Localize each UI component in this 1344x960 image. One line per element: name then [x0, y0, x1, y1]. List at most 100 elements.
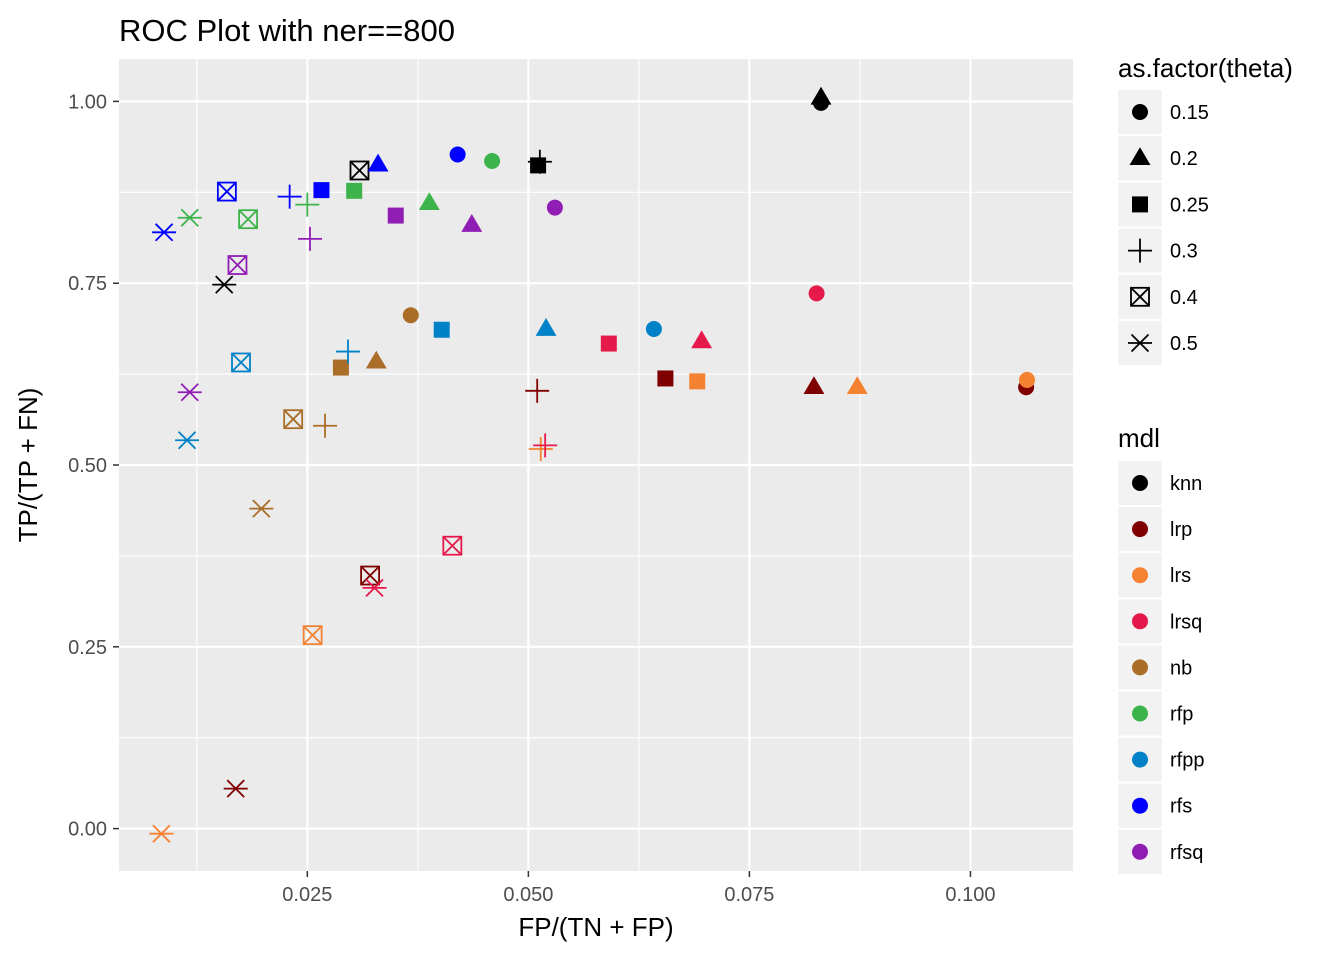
point-nb-0_25	[332, 359, 349, 376]
legend-theta-label: 0.15	[1170, 102, 1209, 124]
point-lrs-0_2	[846, 376, 868, 395]
legend-mdl-label: lrs	[1170, 565, 1191, 587]
point-rfsq-0_15	[546, 199, 563, 216]
x-tick-label: 0.025	[282, 884, 332, 906]
point-rfp-0_15	[484, 153, 501, 170]
legend-key-nb	[1132, 659, 1148, 676]
point-rfpp-0_3	[335, 339, 360, 364]
y-tick-label: 0.50	[68, 455, 107, 477]
point-nb-0_3	[313, 413, 338, 438]
point-rfsq-0_4	[227, 255, 248, 275]
point-rfsq-0_2	[461, 214, 483, 232]
point-rfsq-0_5	[177, 383, 202, 402]
legend-key-rfp	[1132, 705, 1148, 722]
legend-key-triangle	[1129, 147, 1151, 166]
point-lrs-0_15	[1019, 371, 1036, 388]
y-tick-label: 0.00	[68, 819, 107, 841]
data-points	[149, 86, 1036, 843]
y-tick-label: 1.00	[68, 91, 107, 113]
legend-theta-label: 0.2	[1170, 148, 1198, 170]
point-knn-0_2	[810, 86, 832, 105]
point-rfpp-0_5	[175, 431, 200, 450]
point-rfp-0_5	[177, 208, 202, 227]
point-lrs-0_3	[528, 437, 553, 462]
point-rfp-0_4	[238, 209, 258, 230]
legend-mdl-label: rfpp	[1170, 750, 1204, 772]
legend-key-boxcross	[1130, 286, 1150, 307]
legend-mdl-label: rfs	[1170, 796, 1192, 818]
x-axis: 0.025 0.050 0.075 0.100	[282, 871, 995, 906]
y-axis: 0.00 0.25 0.50 0.75 1.00	[68, 91, 119, 841]
point-knn-0_5	[212, 275, 237, 294]
x-tick-label: 0.075	[724, 884, 774, 906]
point-knn-0_3	[527, 149, 552, 174]
legend-key-lrs	[1132, 567, 1148, 584]
legend-mdl-label: nb	[1170, 657, 1192, 679]
point-lrp-0_3	[525, 378, 550, 403]
x-tick-label: 0.050	[503, 884, 553, 906]
point-rfpp-0_25	[433, 321, 450, 338]
point-lrsq-0_3	[533, 433, 558, 458]
point-lrsq-0_15	[808, 285, 825, 302]
legend-mdl-label: rfp	[1170, 704, 1193, 726]
legend-key-lrsq	[1132, 613, 1148, 630]
point-nb-0_4	[283, 409, 304, 430]
point-rfsq-0_3	[297, 226, 322, 251]
point-lrsq-0_4	[442, 535, 463, 556]
point-lrp-0_2	[803, 376, 825, 395]
point-rfs-0_4	[216, 181, 237, 202]
legend-key-plus	[1128, 238, 1152, 263]
point-rfpp-0_2	[535, 318, 557, 336]
point-nb-0_2	[365, 350, 387, 369]
legend-mdl-title: mdl	[1118, 423, 1160, 453]
point-nb-0_15	[402, 307, 419, 324]
x-tick-label: 0.100	[945, 884, 995, 906]
legend-mdl-label: rfsq	[1170, 842, 1203, 864]
legend-mdl-label: lrp	[1170, 519, 1192, 541]
legend-theta-label: 0.4	[1170, 287, 1198, 309]
point-lrs-0_5	[149, 824, 174, 843]
y-axis-title: TP/(TP + FN)	[13, 388, 43, 543]
point-nb-0_5	[249, 499, 274, 518]
legend-key-asterisk	[1128, 333, 1152, 353]
legend-key-lrp	[1132, 521, 1148, 538]
legend-theta-title: as.factor(theta)	[1118, 53, 1293, 83]
point-rfs-0_3	[277, 184, 302, 209]
legend-theta-label: 0.5	[1170, 333, 1198, 355]
point-rfs-0_2	[367, 153, 389, 172]
legend-mdl-label: knn	[1170, 473, 1202, 495]
point-rfp-0_3	[295, 192, 320, 217]
point-rfs-0_25	[313, 182, 330, 199]
legend-key-rfs	[1132, 797, 1148, 814]
legend-mdl-label: lrsq	[1170, 611, 1202, 633]
legend-key-square	[1132, 196, 1148, 213]
point-rfsq-0_25	[387, 207, 404, 224]
point-lrp-0_5	[223, 779, 248, 798]
chart-title: ROC Plot with ner==800	[119, 13, 455, 48]
point-lrp-0_25	[657, 370, 674, 387]
point-rfp-0_2	[418, 192, 440, 211]
legend-key-circle	[1132, 104, 1148, 120]
legend-theta: as.factor(theta) 0.15 0.2 0.25 0.3 0.4 0.5	[1118, 53, 1293, 365]
point-rfpp-0_15	[645, 321, 662, 338]
point-lrs-0_4	[302, 625, 323, 646]
legend-key-knn	[1132, 475, 1148, 491]
point-lrs-0_25	[689, 373, 706, 390]
legend-key-rfpp	[1132, 751, 1148, 768]
y-tick-label: 0.25	[68, 637, 107, 659]
point-rfpp-0_4	[231, 352, 251, 373]
point-rfs-0_15	[449, 146, 466, 163]
x-axis-title: FP/(TN + FP)	[518, 912, 673, 942]
point-lrsq-0_25	[600, 335, 617, 352]
point-knn-0_25	[530, 157, 547, 174]
y-tick-label: 0.75	[68, 273, 107, 295]
legend-mdl: mdl knn lrp lrs lrsq nb rfp rfpp rfs rfsq	[1118, 423, 1204, 874]
legend-theta-label: 0.25	[1170, 194, 1209, 216]
point-rfp-0_25	[346, 182, 363, 199]
point-lrsq-0_5	[362, 578, 387, 598]
point-rfs-0_5	[152, 223, 177, 242]
point-lrsq-0_2	[691, 330, 713, 349]
legend-theta-label: 0.3	[1170, 241, 1198, 263]
legend-key-rfsq	[1132, 843, 1148, 860]
